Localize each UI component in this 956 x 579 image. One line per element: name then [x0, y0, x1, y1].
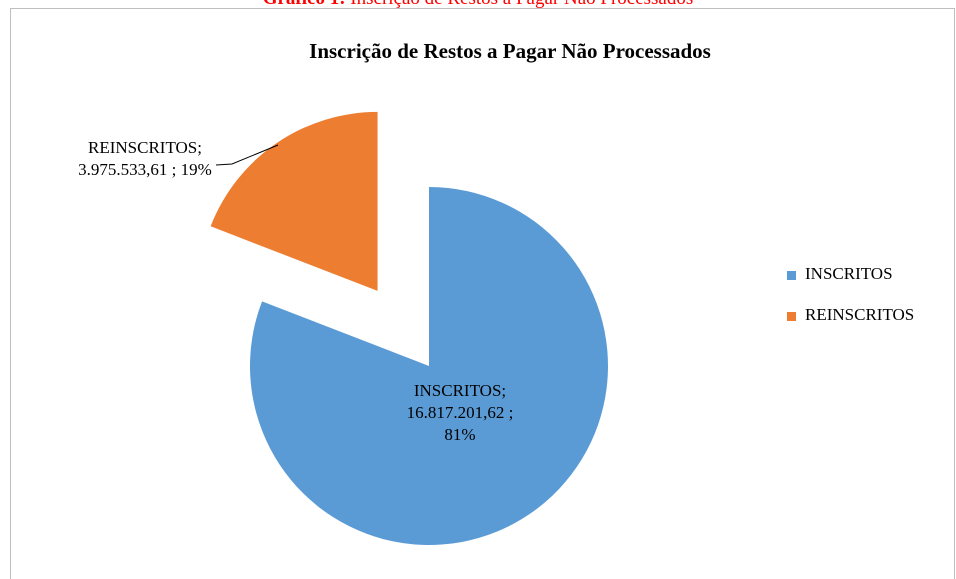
data-label: 81%	[444, 425, 475, 444]
legend-label: INSCRITOS	[805, 264, 893, 283]
data-label: 3.975.533,61 ; 19%	[78, 160, 212, 179]
legend-swatch	[787, 312, 796, 321]
data-label: 16.817.201,62 ;	[407, 403, 514, 422]
caption-label: Gráfico 1:	[263, 0, 346, 9]
legend-swatch	[787, 271, 796, 280]
legend-label: REINSCRITOS	[805, 305, 914, 324]
leader-line	[215, 144, 279, 166]
data-label: INSCRITOS;	[414, 381, 506, 400]
pie-slice	[210, 111, 378, 291]
pie-slice	[250, 187, 609, 545]
data-label: REINSCRITOS;	[88, 138, 202, 157]
caption-text: Inscrição de Restos a Pagar Não Processa…	[350, 0, 693, 9]
figure-caption: Gráfico 1: Inscrição de Restos a Pagar N…	[263, 0, 694, 9]
chart-title: Inscrição de Restos a Pagar Não Processa…	[309, 39, 711, 63]
